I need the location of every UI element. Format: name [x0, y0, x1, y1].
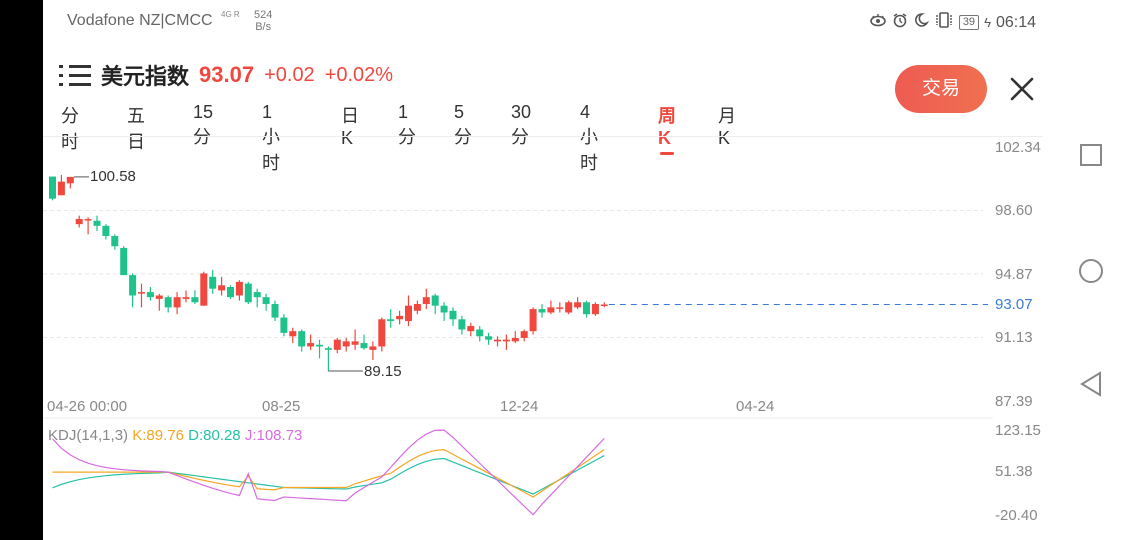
- app-screen: Vodafone NZ|CMCC 4G R 524 B/s 39 ϟ 06:14: [43, 0, 1122, 540]
- tab-9[interactable]: 周K: [658, 100, 676, 155]
- tab-10[interactable]: 月K: [718, 106, 736, 148]
- signal-icon: 4G R: [221, 10, 240, 19]
- last-price: 93.07: [199, 62, 255, 87]
- tab-2[interactable]: 15分: [193, 102, 214, 147]
- kdj-d-value: D:80.28: [188, 427, 241, 444]
- date-axis-label: 12-24: [500, 398, 539, 415]
- home-circle-icon[interactable]: [1078, 258, 1104, 289]
- date-axis-label: 04-26 00:00: [47, 398, 128, 415]
- eye-comfort-icon: [869, 13, 887, 32]
- charging-icon: ϟ: [984, 15, 991, 30]
- kdj-k-value: K:89.76: [132, 427, 184, 444]
- instrument-title: 美元指数: [101, 64, 190, 89]
- back-triangle-icon[interactable]: [1079, 371, 1103, 402]
- tab-0[interactable]: 分时: [61, 106, 79, 152]
- do-not-disturb-moon-icon: [913, 12, 929, 33]
- kdj-axis-label: 51.38: [995, 463, 1033, 480]
- low-annotation: 89.15: [364, 363, 402, 380]
- clock: 06:14: [995, 13, 1036, 31]
- tab-6[interactable]: 5分: [454, 102, 472, 147]
- alarm-icon: [892, 12, 908, 33]
- network-speed: 524 B/s: [254, 9, 272, 33]
- high-annotation: 100.58: [90, 168, 136, 185]
- tab-3[interactable]: 1小时: [262, 102, 280, 173]
- status-bar: Vodafone NZ|CMCC 4G R 524 B/s 39 ϟ 06:14: [43, 0, 1122, 44]
- recent-apps-square-icon[interactable]: [1080, 144, 1102, 171]
- price-change: +0.02: [264, 63, 315, 86]
- price-axis-label: 91.13: [995, 329, 1033, 346]
- date-axis-label: 04-24: [736, 398, 775, 415]
- kdj-axis-label: 123.15: [995, 422, 1041, 439]
- vibrate-icon: [934, 12, 954, 33]
- status-icons: 39 ϟ 06:14: [869, 12, 1036, 33]
- kdj-label: KDJ(14,1,3): [48, 427, 129, 444]
- price-axis-label: 87.39: [995, 393, 1033, 410]
- tab-7[interactable]: 30分: [511, 102, 532, 147]
- price-axis-label: 94.87: [995, 266, 1033, 283]
- tab-8[interactable]: 4小时: [580, 102, 598, 173]
- battery-icon: 39: [958, 15, 980, 30]
- price-axis-label: 102.34: [995, 139, 1041, 156]
- trade-button[interactable]: 交易: [895, 65, 987, 113]
- kdj-axis-label: -20.40: [995, 507, 1038, 524]
- kdj-legend: KDJ(14,1,3) K:89.76 D:80.28 J:108.73: [48, 427, 302, 444]
- candlestick-chart[interactable]: [43, 0, 1043, 540]
- date-axis-label: 08-25: [262, 398, 301, 415]
- close-icon[interactable]: [1007, 74, 1037, 104]
- price-axis-label: 98.60: [995, 202, 1033, 219]
- tab-4[interactable]: 日K: [341, 106, 359, 148]
- speed-value: 524: [254, 9, 273, 21]
- carrier-label: Vodafone NZ|CMCC: [67, 12, 213, 29]
- quote-header: 美元指数 93.07 +0.02 +0.02%: [43, 55, 393, 95]
- menu-list-icon[interactable]: [59, 62, 93, 88]
- last-price-axis-label: 93.07: [995, 296, 1033, 313]
- price-change-percent: +0.02%: [324, 63, 394, 86]
- tab-divider: [43, 136, 1043, 137]
- kdj-j-value: J:108.73: [244, 427, 303, 444]
- tab-1[interactable]: 五日: [127, 106, 145, 152]
- tab-5[interactable]: 1分: [398, 102, 416, 147]
- speed-unit: B/s: [255, 21, 272, 33]
